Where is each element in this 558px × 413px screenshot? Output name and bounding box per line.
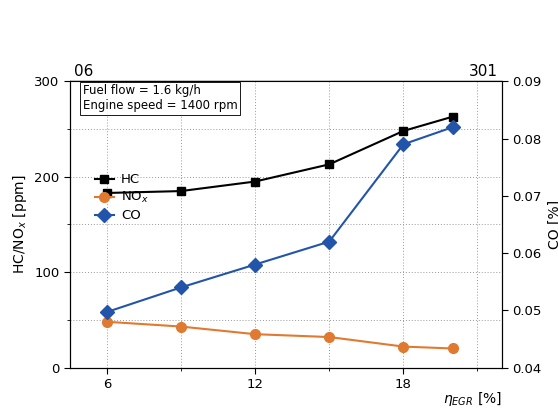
Line: NO$_x$: NO$_x$ [102,317,458,354]
Y-axis label: HC/NO$_x$ [ppm]: HC/NO$_x$ [ppm] [11,175,28,274]
CO [103,310,110,315]
HC [326,162,333,167]
Text: 301: 301 [469,64,498,79]
NO$_x$ [449,346,456,351]
NO$_x$ [326,335,333,339]
Line: HC: HC [103,112,457,197]
NO$_x$ [400,344,407,349]
HC [449,114,456,119]
HC [103,190,110,195]
NO$_x$ [103,319,110,324]
Text: $\eta_{EGR}$ [%]: $\eta_{EGR}$ [%] [443,390,502,408]
Text: 06: 06 [74,64,93,79]
HC [252,179,258,184]
Y-axis label: CO [%]: CO [%] [547,200,558,249]
NO$_x$ [177,324,184,329]
CO [326,239,333,244]
CO [449,125,456,130]
HC [400,128,407,133]
NO$_x$ [252,332,258,337]
Line: CO: CO [102,122,458,317]
Legend: HC, NO$_x$, CO: HC, NO$_x$, CO [89,168,154,228]
CO [252,262,258,267]
Text: Fuel flow = 1.6 kg/h
Engine speed = 1400 rpm: Fuel flow = 1.6 kg/h Engine speed = 1400… [83,84,238,112]
HC [177,189,184,194]
CO [400,142,407,147]
CO [177,285,184,290]
